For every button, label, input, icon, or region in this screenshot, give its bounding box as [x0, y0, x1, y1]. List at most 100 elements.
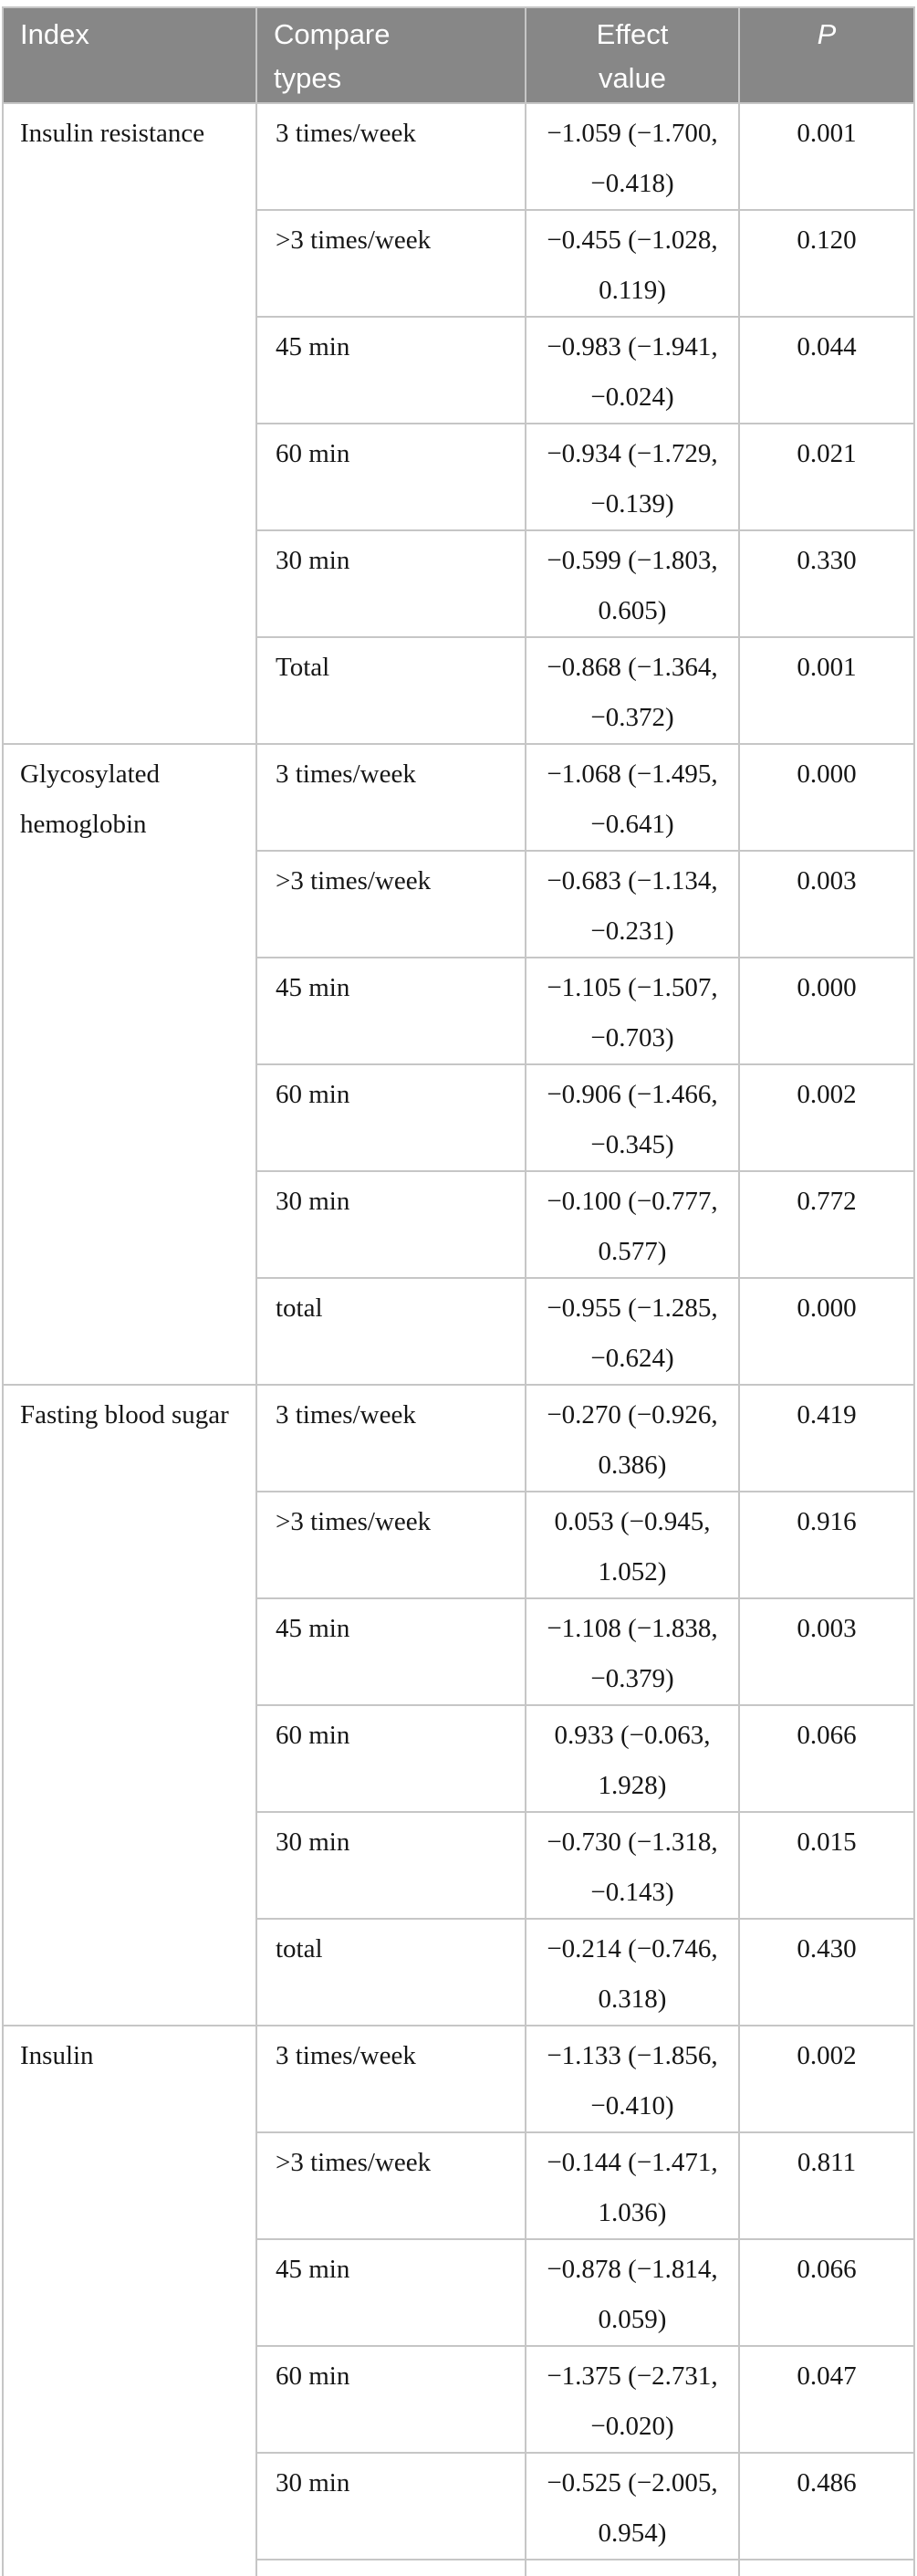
effect-value-cell: −0.144 (−1.471, 1.036) [525, 2131, 740, 2240]
table-row: total−0.896 (−1.471, −0.320)0.002 [3, 2559, 915, 2576]
effect-value-cell: −0.934 (−1.729, −0.139) [525, 423, 740, 531]
table-row: Insulin resistance 3 times/week −1.059 (−1… [2, 102, 915, 745]
table-header: Index Compare types Effect value P [2, 6, 915, 104]
effect-value-cell: −0.730 (−1.318, −0.143) [525, 1811, 740, 1920]
effect-value-cell: −1.133 (−1.856, −0.410) [525, 2025, 740, 2133]
compare-type-cell: 3 times/week [255, 2025, 526, 2133]
effect-value-cell: −1.105 (−1.507, −0.703) [525, 957, 740, 1065]
p-value-cell: 0.003 [738, 1597, 915, 1706]
table-row: 45 min −0.983 (−1.941, −0.024) 0.044 [3, 316, 915, 424]
p-value-cell: 0.486 [738, 2452, 915, 2560]
table-row: >3 times/week 0.053 (−0.945, 1.052) 0.916 [3, 1491, 915, 1599]
compare-type-cell: 45 min [255, 957, 526, 1065]
effect-value-cell: −0.868 (−1.364, −0.372) [525, 636, 740, 745]
table-row: 30 min −0.730 (−1.318, −0.143) 0.015 [3, 1811, 915, 1920]
compare-type-cell: 3 times/week [255, 102, 526, 211]
p-value-cell: 0.003 [738, 850, 915, 958]
effect-value-cell: −0.896 (−1.471, −0.320) [525, 2559, 740, 2576]
compare-type-cell: >3 times/week [255, 1491, 526, 1599]
table-row: total −0.955 (−1.285, −0.624) 0.000 [3, 1277, 915, 1386]
table-body: Insulin resistance 3 times/week −1.059 (−1… [2, 102, 915, 2576]
compare-type-cell: 60 min [255, 2345, 526, 2454]
effect-value-cell: −0.683 (−1.134, −0.231) [525, 850, 740, 958]
effect-value-cell: −0.455 (−1.028, 0.119) [525, 209, 740, 318]
p-value-cell: 0.430 [738, 1918, 915, 2026]
table-row: Fasting blood sugar 3 times/week −0.270 (−… [2, 1384, 915, 2026]
p-value-cell: 0.066 [738, 1704, 915, 1813]
index-cell: Insulin [2, 2025, 257, 2576]
p-value-cell: 0.419 [738, 1384, 915, 1492]
effect-value-cell: −1.059 (−1.700, −0.418) [525, 102, 740, 211]
compare-type-cell: 45 min [255, 2238, 526, 2347]
table-row: 60 min −0.934 (−1.729, −0.139) 0.021 [3, 423, 915, 531]
col-header-p: P [738, 6, 915, 104]
table-row: 30 min −0.525 (−2.005, 0.954) 0.486 [3, 2452, 915, 2560]
p-value-cell: 0.811 [738, 2131, 915, 2240]
table-row: Glycosylated hemoglobin 3 times/week −1.06… [2, 743, 915, 1386]
effect-value-cell: −0.983 (−1.941, −0.024) [525, 316, 740, 424]
effect-value-cell: −1.068 (−1.495, −0.641) [525, 743, 740, 852]
table-row: 45 min −1.105 (−1.507, −0.703) 0.000 [3, 957, 915, 1065]
table-row: Total −0.868 (−1.364, −0.372) 0.001 [3, 636, 915, 745]
effect-value-cell: −0.525 (−2.005, 0.954) [525, 2452, 740, 2560]
p-value-cell: 0.021 [738, 423, 915, 531]
effect-value-cell: −0.906 (−1.466, −0.345) [525, 1063, 740, 1172]
compare-type-cell: >3 times/week [255, 850, 526, 958]
compare-type-cell: 30 min [255, 1811, 526, 1920]
p-value-cell: 0.000 [738, 957, 915, 1065]
index-cell: Insulin resistance [2, 102, 257, 745]
p-value-cell: 0.330 [738, 529, 915, 638]
p-value-cell: 0.015 [738, 1811, 915, 1920]
table-row: total −0.214 (−0.746, 0.318) 0.430 [3, 1918, 915, 2026]
p-value-cell: 0.772 [738, 1170, 915, 1279]
compare-type-cell: total [255, 1918, 526, 2026]
effect-value-cell: −0.214 (−0.746, 0.318) [525, 1918, 740, 2026]
table-row: 60 min 0.933 (−0.063, 1.928) 0.066 [3, 1704, 915, 1813]
p-value-cell: 0.001 [738, 636, 915, 745]
compare-type-cell: 30 min [255, 2452, 526, 2560]
table-row: 30 min −0.599 (−1.803, 0.605) 0.330 [3, 529, 915, 638]
col-header-compare-types: Compare types [255, 6, 526, 104]
effect-value-cell: −0.878 (−1.814, 0.059) [525, 2238, 740, 2347]
compare-type-cell: 60 min [255, 1704, 526, 1813]
compare-type-cell: 30 min [255, 529, 526, 638]
table-row: >3 times/week −0.683 (−1.134, −0.231) 0.00… [3, 850, 915, 958]
effect-value-cell: −1.108 (−1.838, −0.379) [525, 1597, 740, 1706]
compare-type-cell: 30 min [255, 1170, 526, 1279]
table-row: >3 times/week −0.144 (−1.471, 1.036) 0.811 [3, 2131, 915, 2240]
compare-type-cell: 60 min [255, 1063, 526, 1172]
col-header-effect-value: Effect value [525, 6, 740, 104]
effect-value-cell: −0.100 (−0.777, 0.577) [525, 1170, 740, 1279]
effect-value-cell: 0.933 (−0.063, 1.928) [525, 1704, 740, 1813]
p-value-cell: 0.002 [738, 2559, 915, 2576]
effect-value-cell: −0.955 (−1.285, −0.624) [525, 1277, 740, 1386]
table-header-row: Index Compare types Effect value P [2, 6, 915, 104]
col-header-index: Index [2, 6, 257, 104]
index-cell: Fasting blood sugar [2, 1384, 257, 2026]
compare-type-cell: Total [255, 636, 526, 745]
compare-type-cell: 3 times/week [255, 1384, 526, 1492]
compare-type-cell: >3 times/week [255, 2131, 526, 2240]
table-row: Insulin 3 times/week −1.133 (−1.856, −0.41… [2, 2025, 915, 2576]
compare-type-cell: 3 times/week [255, 743, 526, 852]
effect-value-cell: 0.053 (−0.945, 1.052) [525, 1491, 740, 1599]
compare-type-cell: 45 min [255, 316, 526, 424]
p-value-cell: 0.002 [738, 1063, 915, 1172]
p-value-cell: 0.000 [738, 1277, 915, 1386]
p-value-cell: 0.047 [738, 2345, 915, 2454]
effect-value-cell: −1.375 (−2.731, −0.020) [525, 2345, 740, 2454]
compare-type-cell: >3 times/week [255, 209, 526, 318]
table-row: >3 times/week −0.455 (−1.028, 0.119) 0.120 [3, 209, 915, 318]
compare-type-cell: 60 min [255, 423, 526, 531]
p-value-cell: 0.001 [738, 102, 915, 211]
compare-type-cell: total [255, 2559, 526, 2576]
p-value-cell: 0.002 [738, 2025, 915, 2133]
compare-type-cell: total [255, 1277, 526, 1386]
table-row: 45 min −1.108 (−1.838, −0.379) 0.003 [3, 1597, 915, 1706]
table-row: 45 min −0.878 (−1.814, 0.059) 0.066 [3, 2238, 915, 2347]
p-value-cell: 0.044 [738, 316, 915, 424]
p-value-cell: 0.916 [738, 1491, 915, 1599]
effect-value-cell: −0.270 (−0.926, 0.386) [525, 1384, 740, 1492]
compare-type-cell: 45 min [255, 1597, 526, 1706]
